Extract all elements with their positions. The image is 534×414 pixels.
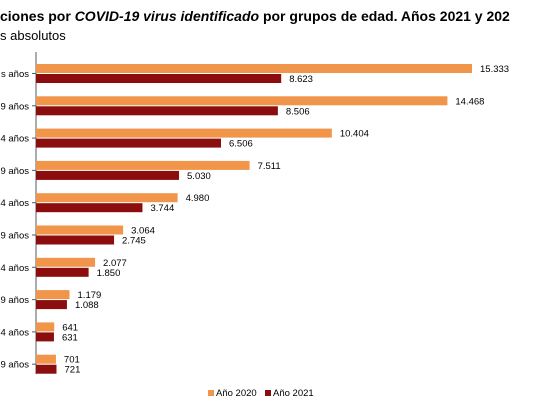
legend-label: Año 2020 (216, 388, 257, 399)
data-label-a-o-2020: 14.468 (455, 96, 484, 107)
chart-title-part-3: por grupos de edad. Años 2021 y 202 (259, 8, 510, 24)
category-label: 9 años (0, 360, 29, 371)
bar-a-o-2021 (36, 203, 143, 213)
bar-a-o-2021 (36, 300, 67, 310)
data-label-a-o-2020: 701 (64, 355, 80, 366)
bar-a-o-2021 (36, 74, 282, 83)
data-label-a-o-2020: 15.333 (480, 64, 509, 75)
bar-a-o-2021 (36, 332, 54, 342)
chart-subtitle: s absolutos (0, 28, 66, 43)
category-label: 4 años (0, 327, 29, 338)
category-label: 9 años (0, 166, 29, 177)
data-label-a-o-2020: 10.404 (340, 129, 369, 140)
data-label-a-o-2021: 6.506 (229, 139, 253, 150)
bar-a-o-2020 (36, 290, 70, 300)
data-label-a-o-2021: 2.745 (122, 236, 146, 247)
category-label: 4 años (0, 198, 29, 209)
bar-a-o-2020 (36, 128, 332, 138)
bar-a-o-2020 (36, 193, 178, 203)
data-label-a-o-2020: 641 (62, 322, 78, 333)
legend-label: Año 2021 (273, 388, 314, 399)
data-label-a-o-2021: 8.623 (289, 74, 313, 85)
category-label: 9 años (0, 295, 29, 306)
category-label: 4 años (0, 263, 29, 274)
data-label-a-o-2021: 721 (65, 365, 81, 376)
bar-a-o-2021 (36, 170, 180, 180)
bar-a-o-2020 (36, 96, 448, 106)
data-label-a-o-2020: 7.511 (258, 161, 281, 172)
data-label-a-o-2021: 5.030 (187, 171, 211, 182)
data-label-a-o-2021: 3.744 (150, 203, 174, 214)
data-label-a-o-2020: 4.980 (186, 193, 210, 204)
bar-a-o-2021 (36, 235, 115, 245)
bar-a-o-2021 (36, 138, 222, 148)
bar-a-o-2020 (36, 257, 96, 267)
category-label: 4 años (0, 134, 29, 145)
bar-a-o-2020 (36, 322, 55, 332)
data-label-a-o-2020: 3.064 (131, 226, 155, 237)
chart-title-part-1: ciones por (0, 8, 75, 24)
category-label: s años (1, 69, 29, 80)
category-label: 9 años (0, 101, 29, 112)
data-label-a-o-2021: 631 (62, 332, 78, 343)
bar-a-o-2021 (36, 106, 278, 116)
legend-swatch (265, 390, 271, 396)
category-label: 9 años (0, 231, 29, 242)
data-label-a-o-2020: 2.077 (103, 258, 127, 269)
chart-title: ciones por COVID-19 virus identificado p… (0, 8, 510, 24)
data-label-a-o-2021: 1.088 (75, 300, 99, 311)
bar-a-o-2020 (36, 64, 472, 73)
bar-a-o-2020 (36, 354, 56, 364)
bar-a-o-2020 (36, 160, 250, 170)
bar-a-o-2021 (36, 364, 57, 374)
legend-swatch (208, 390, 214, 396)
data-label-a-o-2021: 8.506 (286, 106, 310, 117)
chart-title-part-2: COVID-19 virus identificado (74, 8, 260, 24)
bar-a-o-2021 (36, 267, 89, 277)
bar-a-o-2020 (36, 225, 124, 235)
data-label-a-o-2020: 1.179 (78, 290, 102, 301)
data-label-a-o-2021: 1.850 (97, 268, 121, 279)
